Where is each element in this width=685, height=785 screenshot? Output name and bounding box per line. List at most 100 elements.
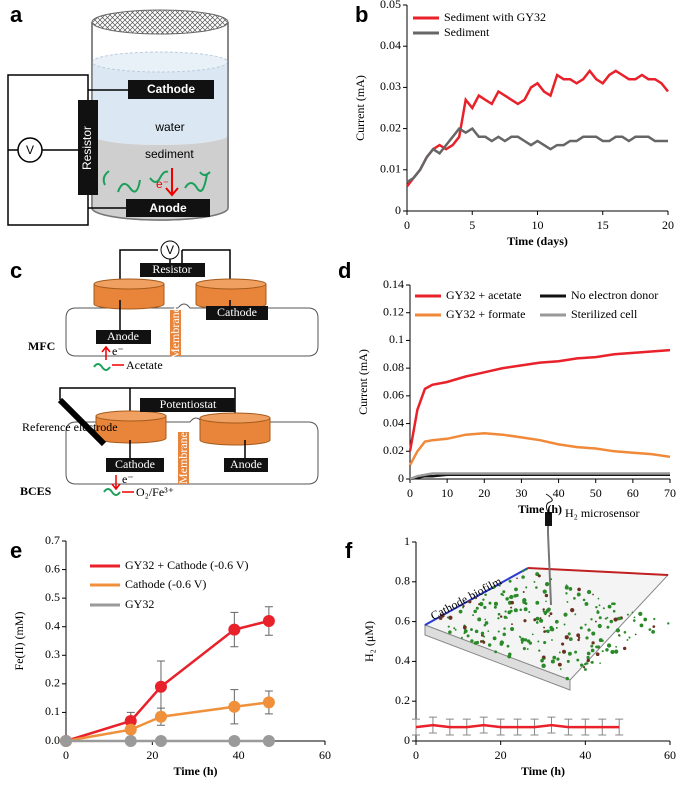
biofilm-cell (565, 592, 568, 595)
biofilm-cell (438, 616, 443, 620)
label: V (26, 143, 34, 157)
y-tick-label: 0.03 (380, 79, 401, 93)
series-line (406, 126, 668, 184)
biofilm-cell (523, 607, 528, 612)
biofilm-cell (648, 628, 652, 631)
marker (262, 696, 275, 709)
biofilm-cell (480, 631, 485, 636)
label: Cathode (217, 305, 257, 319)
biofilm-cell (487, 630, 490, 632)
series-line (408, 348, 671, 452)
biofilm-cell (601, 650, 604, 653)
biofilm-cell (448, 615, 453, 620)
biofilm-cell (507, 610, 512, 615)
biofilm-cell (582, 666, 586, 669)
biofilm-cell (579, 663, 584, 667)
biofilm-cell (586, 655, 590, 660)
biofilm-cell (590, 644, 594, 648)
y-tick-label: 0.8 (395, 574, 410, 588)
biofilm-cell (524, 638, 528, 642)
microsensor-cable (545, 493, 553, 513)
panel-label: e (10, 538, 22, 563)
y-tick-label: 0.4 (45, 618, 60, 632)
biofilm-cell (631, 611, 634, 614)
x-tick-label: 60 (664, 748, 676, 762)
panel-label: a (10, 2, 23, 27)
biofilm-cell (587, 628, 591, 632)
label: Membrane (176, 432, 190, 484)
biofilm-cell (584, 602, 589, 606)
biofilm-cell (525, 586, 528, 589)
biofilm-cell (584, 668, 587, 671)
marker (154, 735, 167, 747)
series-line (408, 432, 671, 466)
y-tick-label: 0.4 (395, 653, 410, 667)
biofilm-cell (545, 608, 550, 613)
biofilm-cell (522, 591, 525, 594)
biofilm-cell (614, 649, 619, 654)
x-tick-label: 70 (664, 486, 676, 500)
membrane (178, 432, 189, 484)
marker (154, 680, 167, 693)
biofilm-cell (523, 619, 527, 623)
biofilm-cell (577, 587, 581, 592)
biofilm-cell (638, 611, 643, 616)
biofilm-cell (590, 648, 595, 653)
biofilm-cell (567, 632, 571, 636)
biofilm-cell (592, 593, 594, 596)
biofilm-cell (533, 580, 536, 583)
biofilm-cell (460, 636, 463, 639)
biofilm-cell (541, 663, 546, 669)
biofilm-cell (565, 676, 569, 681)
biofilm-cell (545, 600, 547, 603)
biofilm-cell (597, 623, 602, 629)
legend-label: Sterilized cell (571, 307, 638, 321)
biofilm-cell (454, 628, 457, 631)
edge (527, 567, 669, 576)
biofilm-cell (574, 613, 577, 616)
biofilm-cell (484, 621, 489, 625)
label: Cathode (115, 457, 155, 471)
biofilm-cell (543, 630, 546, 633)
x-tick-label: 20 (478, 486, 490, 500)
y-tick-label: 0.06 (383, 388, 404, 402)
biofilm-cell (493, 601, 498, 606)
biofilm-edge (424, 624, 571, 691)
marker (124, 723, 137, 736)
x-tick-label: 40 (233, 748, 245, 762)
biofilm-cell (566, 659, 570, 663)
anode-box (126, 199, 210, 217)
x-tick-label: 40 (579, 748, 591, 762)
y-tick-label: 0.7 (45, 533, 60, 547)
biofilm-cell (502, 632, 506, 637)
biofilm-cell (562, 649, 567, 654)
biofilm-cell (574, 650, 578, 654)
biofilm-cell (576, 592, 581, 597)
y-tick-label: 0.01 (380, 162, 401, 176)
biofilm-cell (533, 618, 537, 622)
y-tick-label: 0.2 (45, 676, 60, 690)
biofilm-cell (474, 629, 479, 634)
biofilm-cell (503, 615, 507, 619)
biofilm-cell (542, 610, 545, 613)
label: MFC (28, 339, 55, 353)
biofilm-cell (612, 609, 616, 613)
marker (262, 735, 275, 747)
biofilm-cell (499, 615, 503, 618)
biofilm-illustration (423, 493, 670, 691)
biofilm-cell (606, 625, 610, 629)
biofilm-cell (586, 662, 589, 665)
biofilm-cell (550, 659, 555, 664)
biofilm-cell (488, 601, 492, 605)
x-tick-label: 5 (469, 218, 475, 232)
resistor-box (140, 263, 205, 277)
biofilm-cell (535, 616, 540, 621)
label: Resistor (152, 262, 191, 276)
biofilm-cell (667, 622, 670, 625)
panel-label: f (345, 538, 353, 563)
x-tick-label: 20 (662, 218, 674, 232)
marker (154, 710, 167, 723)
y-tick-label: 0.04 (383, 415, 404, 429)
biofilm-cell (542, 589, 547, 594)
x-tick-label: 20 (495, 748, 507, 762)
